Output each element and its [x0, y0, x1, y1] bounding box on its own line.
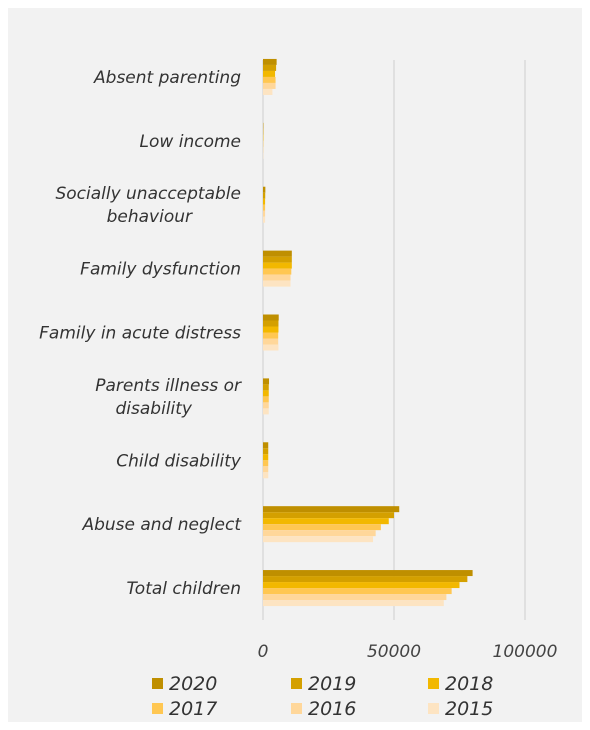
bar-child-disability-2020	[263, 442, 269, 449]
bar-socially-unacceptable-behaviour-2018	[263, 198, 266, 205]
legend-swatch	[152, 678, 163, 689]
bar-parents-illness-or-disability-2017	[263, 396, 269, 403]
bar-socially-unacceptable-behaviour-2015	[263, 216, 266, 223]
legend-swatch	[428, 678, 439, 689]
bar-absent-parenting-2019	[263, 64, 277, 71]
bar-parents-illness-or-disability-2015	[263, 408, 269, 415]
bar-absent-parenting-2015	[263, 88, 273, 95]
bar-family-dysfunction-2020	[263, 250, 292, 257]
legend-label: 2020	[169, 673, 217, 695]
category-label-absent-parenting: Absent parenting	[93, 68, 241, 88]
bar-total-children-2020	[263, 570, 473, 577]
bar-family-in-acute-distress-2016	[263, 338, 279, 345]
legend-swatch	[291, 678, 302, 689]
bar-family-dysfunction-2019	[263, 256, 292, 263]
legend-label: 2018	[445, 673, 493, 695]
bar-total-children-2019	[263, 576, 468, 583]
bars	[263, 58, 473, 607]
legend-item-2015: 2015	[428, 698, 493, 720]
legend-label: 2016	[308, 698, 356, 720]
legend-swatch	[428, 703, 439, 714]
category-label-total-children: Total children	[127, 579, 241, 599]
bar-abuse-and-neglect-2016	[263, 530, 376, 537]
category-label-abuse-and-neglect: Abuse and neglect	[81, 515, 242, 535]
bar-parents-illness-or-disability-2016	[263, 402, 269, 409]
category-labels: Absent parenting Low income Socially unacc…	[39, 68, 242, 599]
bar-family-in-acute-distress-2020	[263, 314, 279, 321]
legend-swatch	[152, 703, 163, 714]
bar-abuse-and-neglect-2020	[263, 506, 400, 513]
bar-abuse-and-neglect-2015	[263, 536, 374, 543]
category-label-low-income: Low income	[140, 132, 241, 152]
bar-total-children-2016	[263, 594, 447, 601]
bar-parents-illness-or-disability-2019	[263, 384, 269, 391]
bar-family-dysfunction-2017	[263, 268, 292, 275]
bar-absent-parenting-2018	[263, 70, 276, 77]
legend-item-2017: 2017	[152, 698, 217, 720]
legend-item-2020: 2020	[152, 673, 217, 695]
legend-item-2018: 2018	[428, 673, 493, 695]
legend: 2020 2019 2018 2017 2016 2015	[152, 673, 493, 720]
x-tick-label: 0	[258, 642, 269, 662]
category-label-child-disability: Child disability	[116, 451, 242, 471]
bar-child-disability-2019	[263, 448, 269, 455]
bar-abuse-and-neglect-2017	[263, 524, 381, 531]
legend-item-2019: 2019	[291, 673, 356, 695]
category-label-socially-unacceptable-behaviour: Socially unacceptable behaviour	[55, 184, 241, 227]
legend-label: 2019	[308, 673, 356, 695]
bar-family-dysfunction-2016	[263, 274, 291, 281]
bar-total-children-2018	[263, 582, 460, 589]
bar-abuse-and-neglect-2018	[263, 518, 389, 525]
bar-family-in-acute-distress-2019	[263, 320, 279, 327]
category-label-family-dysfunction: Family dysfunction	[80, 260, 241, 280]
legend-item-2016: 2016	[291, 698, 356, 720]
bar-absent-parenting-2020	[263, 58, 277, 65]
category-label-parents-illness-or-disability: Parents illness or disability	[95, 376, 242, 419]
bar-family-in-acute-distress-2017	[263, 332, 279, 339]
bar-family-in-acute-distress-2018	[263, 326, 279, 333]
legend-label: 2015	[445, 698, 493, 720]
bar-abuse-and-neglect-2019	[263, 512, 394, 519]
bar-child-disability-2015	[263, 472, 269, 479]
bar-family-dysfunction-2018	[263, 262, 292, 269]
legend-swatch	[291, 703, 302, 714]
bar-socially-unacceptable-behaviour-2017	[263, 204, 266, 211]
bar-socially-unacceptable-behaviour-2020	[263, 186, 266, 193]
x-axis-ticks: 0 50000 100000	[258, 642, 558, 662]
bar-absent-parenting-2016	[263, 82, 276, 89]
bar-family-in-acute-distress-2015	[263, 344, 279, 351]
bar-total-children-2015	[263, 600, 444, 607]
bar-child-disability-2017	[263, 460, 269, 467]
bar-socially-unacceptable-behaviour-2016	[263, 210, 266, 217]
bar-total-children-2017	[263, 588, 452, 595]
bar-parents-illness-or-disability-2018	[263, 390, 269, 397]
bar-absent-parenting-2017	[263, 76, 276, 83]
bar-socially-unacceptable-behaviour-2019	[263, 192, 266, 199]
bar-family-dysfunction-2015	[263, 280, 291, 287]
bar-parents-illness-or-disability-2020	[263, 378, 270, 385]
legend-label: 2017	[169, 698, 217, 720]
bar-child-disability-2016	[263, 466, 269, 473]
x-tick-label: 50000	[367, 642, 421, 662]
category-label-family-in-acute-distress: Family in acute distress	[39, 324, 241, 344]
bar-child-disability-2018	[263, 454, 269, 461]
x-tick-label: 100000	[493, 642, 558, 662]
